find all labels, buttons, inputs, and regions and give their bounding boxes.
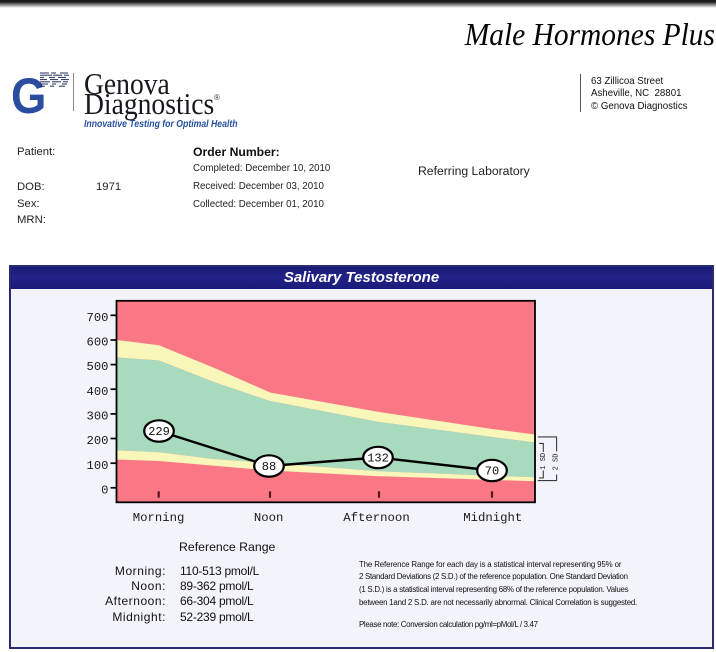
svg-text:Afternoon: Afternoon (343, 511, 409, 525)
svg-text:400: 400 (87, 385, 109, 399)
svg-text:Midnight: Midnight (463, 511, 522, 525)
svg-text:229: 229 (148, 425, 170, 439)
svg-text:100: 100 (87, 459, 109, 473)
svg-text:70: 70 (485, 465, 499, 479)
svg-text:Morning: Morning (133, 511, 185, 525)
svg-text:600: 600 (87, 336, 109, 350)
svg-text:2 SD: 2 SD (553, 454, 561, 471)
svg-text:Noon: Noon (254, 511, 284, 525)
svg-text:1 SD: 1 SD (540, 453, 548, 470)
svg-text:200: 200 (87, 434, 109, 448)
svg-text:88: 88 (262, 460, 276, 474)
svg-text:300: 300 (87, 410, 109, 424)
svg-text:500: 500 (87, 360, 109, 374)
svg-text:132: 132 (367, 452, 389, 466)
svg-text:700: 700 (87, 311, 109, 325)
svg-text:0: 0 (101, 483, 108, 497)
